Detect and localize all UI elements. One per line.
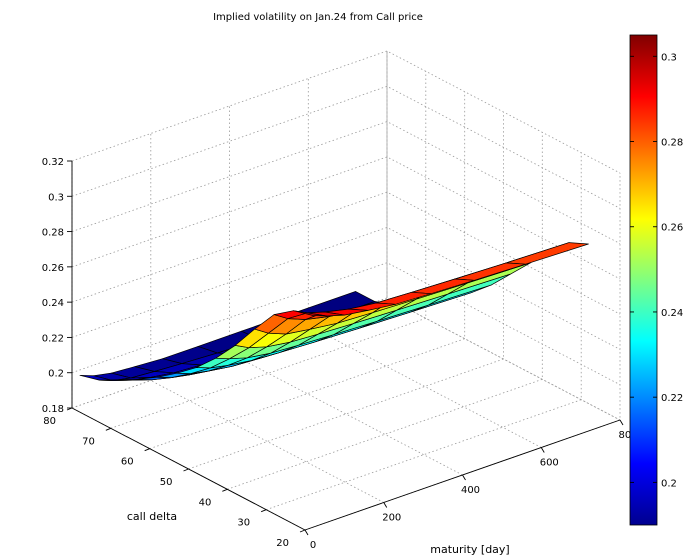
colorbar-tick-label: 0.28	[661, 138, 683, 149]
z-tick-label: 0.18	[42, 404, 64, 415]
x-tick-label: 800	[618, 430, 637, 441]
colorbar-tick-label: 0.24	[661, 308, 683, 319]
z-grid-line	[71, 121, 621, 244]
x-tick-mark	[619, 419, 624, 426]
z-grid-line	[71, 156, 621, 280]
colorbar-tick-label: 0.22	[661, 393, 683, 404]
colorbar-ticks: 0.2 0.22 0.24 0.26 0.28 0.3	[630, 52, 683, 489]
x-axis-label: maturity [day]	[430, 543, 509, 556]
colorbar-tick-label: 0.26	[661, 223, 683, 234]
x-tick-mark	[462, 474, 466, 481]
y-tick-label: 40	[199, 497, 212, 508]
z-grid-line	[71, 191, 621, 315]
z-tick-label: 0.3	[48, 192, 64, 203]
surface-patch	[293, 310, 328, 317]
x-tick-label: 0	[310, 540, 316, 551]
z-tick-label: 0.32	[42, 157, 64, 168]
x-tick-label: 600	[540, 458, 559, 469]
x-tick-mark	[540, 447, 545, 453]
x-tick-mark	[383, 502, 388, 508]
z-tick-label: 0.24	[42, 298, 64, 309]
z-tick-label: 0.28	[42, 228, 64, 239]
y-tick-mark	[260, 509, 267, 513]
surface	[79, 242, 589, 381]
x-tick-mark	[304, 529, 309, 536]
y-axis-label: call delta	[127, 510, 177, 523]
y-tick-mark	[105, 427, 112, 431]
y-tick-label: 60	[121, 457, 134, 468]
colorbar	[629, 34, 658, 526]
x-tick-label: 200	[382, 513, 401, 524]
y-tick-label: 50	[160, 477, 173, 488]
y-tick-mark	[144, 448, 150, 452]
x-tick-label: 400	[461, 485, 480, 496]
chart-title: Implied volatility on Jan.24 from Call p…	[213, 12, 423, 23]
y-tick-mark	[299, 529, 306, 533]
z-tick-label: 0.22	[42, 333, 64, 344]
z-tick-label: 0.2	[48, 369, 64, 380]
y-tick-mark	[222, 488, 228, 492]
colorbar-tick-label: 0.2	[661, 478, 677, 489]
colorbar-tick-label: 0.3	[661, 52, 677, 63]
y-tick-label: 70	[82, 436, 95, 447]
z-tick-label: 0.26	[42, 263, 64, 274]
y-tick-label: 20	[276, 538, 289, 549]
y-tick-mark	[183, 468, 189, 472]
axes-grid	[71, 50, 621, 531]
y-tick-label: 80	[43, 416, 56, 427]
z-grid-line	[71, 297, 621, 421]
y-tick-label: 30	[237, 518, 250, 529]
axis-ticks: 0 200 400 600 800 20 30 40 50 60 70 800.18 0.2 0.22 0.…	[42, 157, 638, 551]
